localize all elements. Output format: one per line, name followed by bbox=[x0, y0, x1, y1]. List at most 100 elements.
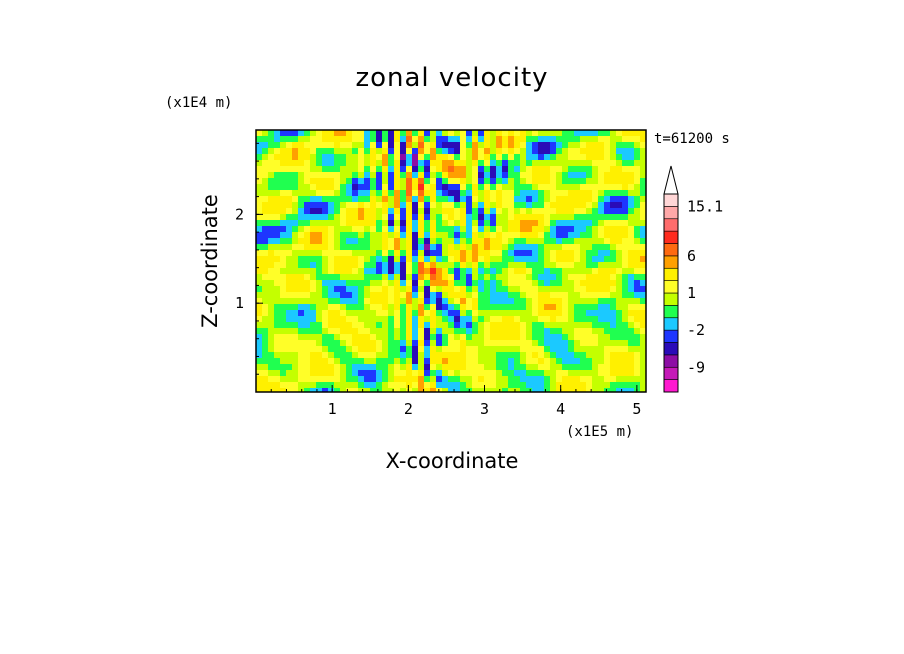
heatmap-cell bbox=[610, 316, 617, 323]
heatmap-cell bbox=[526, 136, 533, 143]
heatmap-cell bbox=[286, 148, 293, 155]
heatmap-cell bbox=[334, 136, 341, 143]
heatmap-cell bbox=[508, 196, 515, 203]
heatmap-cell bbox=[346, 196, 353, 203]
heatmap-cell bbox=[274, 274, 281, 281]
heatmap-cell bbox=[478, 298, 485, 305]
heatmap-cell bbox=[268, 370, 275, 377]
heatmap-cell bbox=[616, 238, 623, 245]
heatmap-cell bbox=[514, 388, 521, 393]
heatmap-cell bbox=[478, 352, 485, 359]
heatmap-cell bbox=[298, 322, 305, 329]
heatmap-cell bbox=[580, 238, 587, 245]
heatmap-cell bbox=[622, 184, 629, 191]
heatmap-cell bbox=[562, 262, 569, 269]
time-label: t=61200 s bbox=[654, 131, 730, 147]
heatmap-cell bbox=[424, 346, 431, 353]
heatmap-cell bbox=[538, 136, 545, 143]
heatmap-cell bbox=[316, 352, 323, 359]
heatmap-cell bbox=[598, 142, 605, 149]
heatmap-cell bbox=[376, 256, 383, 263]
heatmap-cell bbox=[298, 190, 305, 197]
heatmap-cell bbox=[556, 286, 563, 293]
heatmap-cell bbox=[298, 376, 305, 383]
heatmap-cell bbox=[514, 262, 521, 269]
heatmap-cell bbox=[436, 202, 443, 209]
heatmap-cell bbox=[526, 238, 533, 245]
heatmap-cell bbox=[610, 148, 617, 155]
heatmap-cell bbox=[262, 166, 269, 173]
heatmap-cell bbox=[424, 262, 431, 269]
heatmap-cell bbox=[310, 220, 317, 227]
heatmap-cell bbox=[298, 238, 305, 245]
heatmap-cell bbox=[436, 190, 443, 197]
heatmap-cell bbox=[556, 220, 563, 227]
heatmap-cell bbox=[538, 250, 545, 257]
heatmap-cell bbox=[424, 202, 431, 209]
heatmap-cell bbox=[280, 220, 287, 227]
heatmap-cell bbox=[580, 136, 587, 143]
heatmap-cell bbox=[274, 130, 281, 137]
heatmap-cell bbox=[532, 310, 539, 317]
heatmap-cell bbox=[298, 184, 305, 191]
heatmap-cell bbox=[382, 130, 389, 137]
heatmap-cell bbox=[298, 340, 305, 347]
heatmap-cell bbox=[550, 244, 557, 251]
heatmap-cell bbox=[496, 280, 503, 287]
heatmap-cell bbox=[394, 160, 401, 167]
heatmap-cell bbox=[364, 226, 371, 233]
heatmap-cell bbox=[508, 376, 515, 383]
heatmap-cell bbox=[616, 142, 623, 149]
heatmap-cell bbox=[274, 298, 281, 305]
heatmap-cell bbox=[280, 280, 287, 287]
heatmap-cell bbox=[442, 238, 449, 245]
heatmap-cell bbox=[310, 388, 317, 393]
heatmap-cell bbox=[346, 352, 353, 359]
heatmap-cell bbox=[310, 310, 317, 317]
heatmap-cell bbox=[508, 184, 515, 191]
heatmap-cell bbox=[352, 238, 359, 245]
heatmap-cell bbox=[346, 298, 353, 305]
heatmap-cell bbox=[496, 292, 503, 299]
heatmap-cell bbox=[448, 316, 455, 323]
heatmap-cell bbox=[460, 352, 467, 359]
heatmap-cell bbox=[550, 328, 557, 335]
heatmap-cell bbox=[394, 190, 401, 197]
heatmap-cell bbox=[364, 382, 371, 389]
heatmap-cell bbox=[406, 196, 413, 203]
heatmap-cell bbox=[640, 388, 647, 393]
heatmap-cell bbox=[544, 214, 551, 221]
heatmap-cell bbox=[580, 274, 587, 281]
colorbar-segment bbox=[663, 193, 679, 207]
heatmap-cell bbox=[442, 196, 449, 203]
heatmap-cell bbox=[436, 214, 443, 221]
heatmap-cell bbox=[304, 370, 311, 377]
heatmap-cell bbox=[262, 358, 269, 365]
heatmap-cell bbox=[628, 310, 635, 317]
heatmap-cell bbox=[448, 250, 455, 257]
heatmap-cell bbox=[610, 172, 617, 179]
heatmap-cell bbox=[532, 268, 539, 275]
heatmap-cell bbox=[538, 226, 545, 233]
heatmap-cell bbox=[310, 214, 317, 221]
heatmap-cell bbox=[292, 202, 299, 209]
heatmap-cell bbox=[406, 154, 413, 161]
heatmap-cell bbox=[610, 220, 617, 227]
heatmap-cell bbox=[544, 232, 551, 239]
heatmap-cell bbox=[310, 334, 317, 341]
heatmap-cell bbox=[478, 232, 485, 239]
heatmap-cell bbox=[310, 250, 317, 257]
heatmap-cell bbox=[634, 340, 641, 347]
heatmap-cell bbox=[448, 322, 455, 329]
heatmap-cell bbox=[268, 244, 275, 251]
heatmap-cell bbox=[388, 172, 395, 179]
heatmap-cell bbox=[556, 136, 563, 143]
heatmap-cell bbox=[622, 232, 629, 239]
heatmap-cell bbox=[280, 304, 287, 311]
heatmap-cell bbox=[424, 268, 431, 275]
heatmap-cell bbox=[256, 184, 263, 191]
x-unit-label: (x1E5 m) bbox=[566, 424, 633, 440]
heatmap-cell bbox=[454, 274, 461, 281]
heatmap-cell bbox=[394, 232, 401, 239]
heatmap-cell bbox=[274, 208, 281, 215]
